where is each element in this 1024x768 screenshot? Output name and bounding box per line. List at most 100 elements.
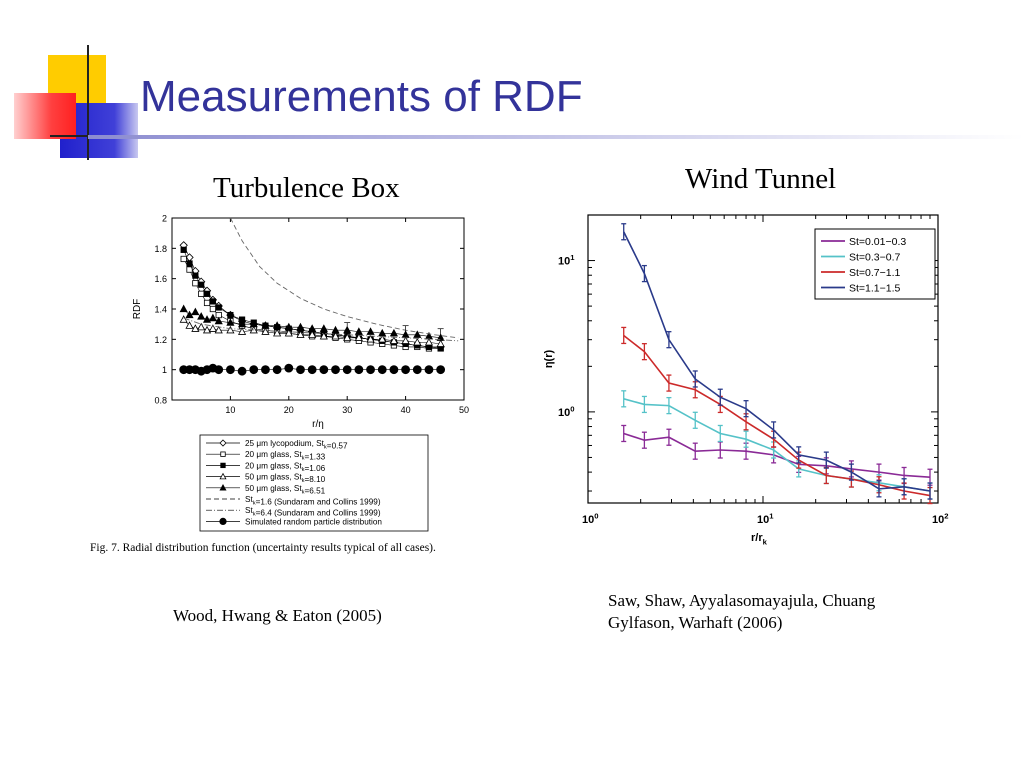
data-point — [261, 365, 270, 375]
data-point — [202, 325, 212, 334]
data-point — [192, 280, 199, 287]
data-point — [214, 316, 223, 325]
legend-marker — [220, 462, 226, 469]
data-point — [342, 365, 352, 375]
y-tick-label: 2 — [162, 214, 167, 224]
data-point — [436, 339, 445, 347]
data-point — [424, 337, 434, 346]
data-point — [284, 328, 293, 337]
data-point — [401, 336, 410, 344]
data-point — [378, 334, 387, 343]
data-point — [208, 324, 217, 332]
data-point — [331, 365, 340, 375]
data-point — [273, 328, 282, 337]
data-point — [412, 365, 422, 375]
data-point — [413, 337, 422, 346]
data-point — [308, 324, 317, 332]
data-point — [354, 333, 363, 341]
data-point — [366, 334, 375, 343]
plot-area — [179, 217, 459, 376]
legend-entry: 20 μm glass, Stk=1.06 — [245, 461, 326, 472]
data-point — [249, 365, 259, 375]
legend-marker — [219, 483, 227, 491]
data-point — [284, 363, 294, 373]
data-point — [215, 304, 222, 311]
x-tick-label: 10 — [225, 405, 235, 415]
slide-title: Measurements of RDF — [140, 72, 583, 121]
data-point — [214, 325, 223, 334]
data-point — [284, 322, 293, 331]
y-tick-label: 100 — [558, 404, 575, 418]
legend-entry: Stk=1.6 (Sundaram and Collins 1999) — [245, 495, 381, 506]
data-point — [366, 327, 375, 335]
y-axis-label: η(r) — [543, 350, 555, 369]
data-point — [191, 324, 200, 332]
legend-marker — [219, 439, 227, 447]
legend-entry: 20 μm glass, Stk=1.33 — [245, 450, 326, 461]
y-axis-label: RDF — [132, 299, 143, 320]
data-point — [180, 255, 187, 263]
data-point — [249, 319, 258, 328]
data-point — [378, 328, 387, 337]
x-tick-label: 102 — [932, 512, 949, 526]
data-point — [331, 331, 340, 340]
data-point — [319, 324, 328, 332]
legend-marker — [220, 451, 226, 457]
x-axis-label: r/rk — [751, 532, 768, 546]
legend-marker — [219, 517, 227, 525]
data-point — [198, 290, 205, 297]
x-axis-label: r/η — [312, 419, 324, 430]
y-tick-label: 1.2 — [154, 335, 167, 345]
data-point — [203, 299, 211, 307]
data-point — [319, 331, 328, 340]
data-point — [198, 281, 205, 288]
y-tick-label: 1 — [162, 365, 167, 375]
data-point — [273, 321, 282, 329]
data-point — [377, 365, 387, 375]
data-point — [436, 365, 446, 375]
series-line-st-6-4 — [183, 317, 459, 342]
legend-entry: St=1.1−1.5 — [849, 283, 901, 295]
x-tick-label: 40 — [401, 405, 411, 415]
data-point — [424, 365, 434, 375]
right-credit-line2: Gylfason, Warhaft (2006) — [608, 613, 783, 632]
legend-entry: St=0.7−1.1 — [849, 267, 901, 279]
eta-chart: 100 101 102 100 101 r/rk η(r) St=0.01−0.3 St=0.3… — [543, 214, 949, 546]
legend-entry: St=0.01−0.3 — [849, 236, 906, 248]
legend-entry: 25 μm lycopodium, Stk=0.57 — [245, 439, 348, 450]
data-point — [237, 327, 247, 335]
data-point — [202, 315, 212, 323]
data-point — [208, 313, 217, 322]
legend-entry: Simulated random particle distribution — [245, 517, 382, 526]
data-point — [185, 321, 194, 329]
data-point — [366, 365, 375, 375]
legend-entry: Stk=6.4 (Sundaram and Collins 1999) — [245, 506, 381, 517]
data-point — [308, 330, 317, 338]
legend-box — [199, 434, 429, 532]
right-panel-heading: Wind Tunnel — [685, 163, 837, 195]
data-point — [401, 365, 411, 375]
data-point — [197, 322, 206, 331]
data-point — [191, 307, 200, 316]
legend-entry: 50 μm glass, Stk=6.51 — [245, 484, 326, 495]
left-figure-caption: Fig. 7. Radial distribution function (un… — [90, 542, 436, 554]
plot-area — [621, 223, 933, 505]
data-point — [296, 365, 305, 375]
x-tick-label: 101 — [757, 512, 774, 526]
data-point — [226, 318, 235, 326]
y-tick-label: 101 — [558, 253, 575, 267]
data-point — [272, 365, 282, 375]
data-point — [226, 325, 235, 334]
data-point — [319, 365, 329, 375]
data-point — [296, 322, 305, 331]
data-point — [354, 365, 364, 375]
data-point — [227, 311, 234, 319]
data-point — [331, 325, 340, 334]
data-point — [197, 312, 206, 320]
left-panel-heading: Turbulence Box — [213, 172, 400, 204]
y-tick-label: 1.6 — [154, 274, 167, 284]
y-tick-label: 0.8 — [154, 396, 167, 406]
x-tick-label: 20 — [284, 405, 294, 415]
data-point — [389, 365, 399, 375]
data-point — [179, 304, 188, 313]
